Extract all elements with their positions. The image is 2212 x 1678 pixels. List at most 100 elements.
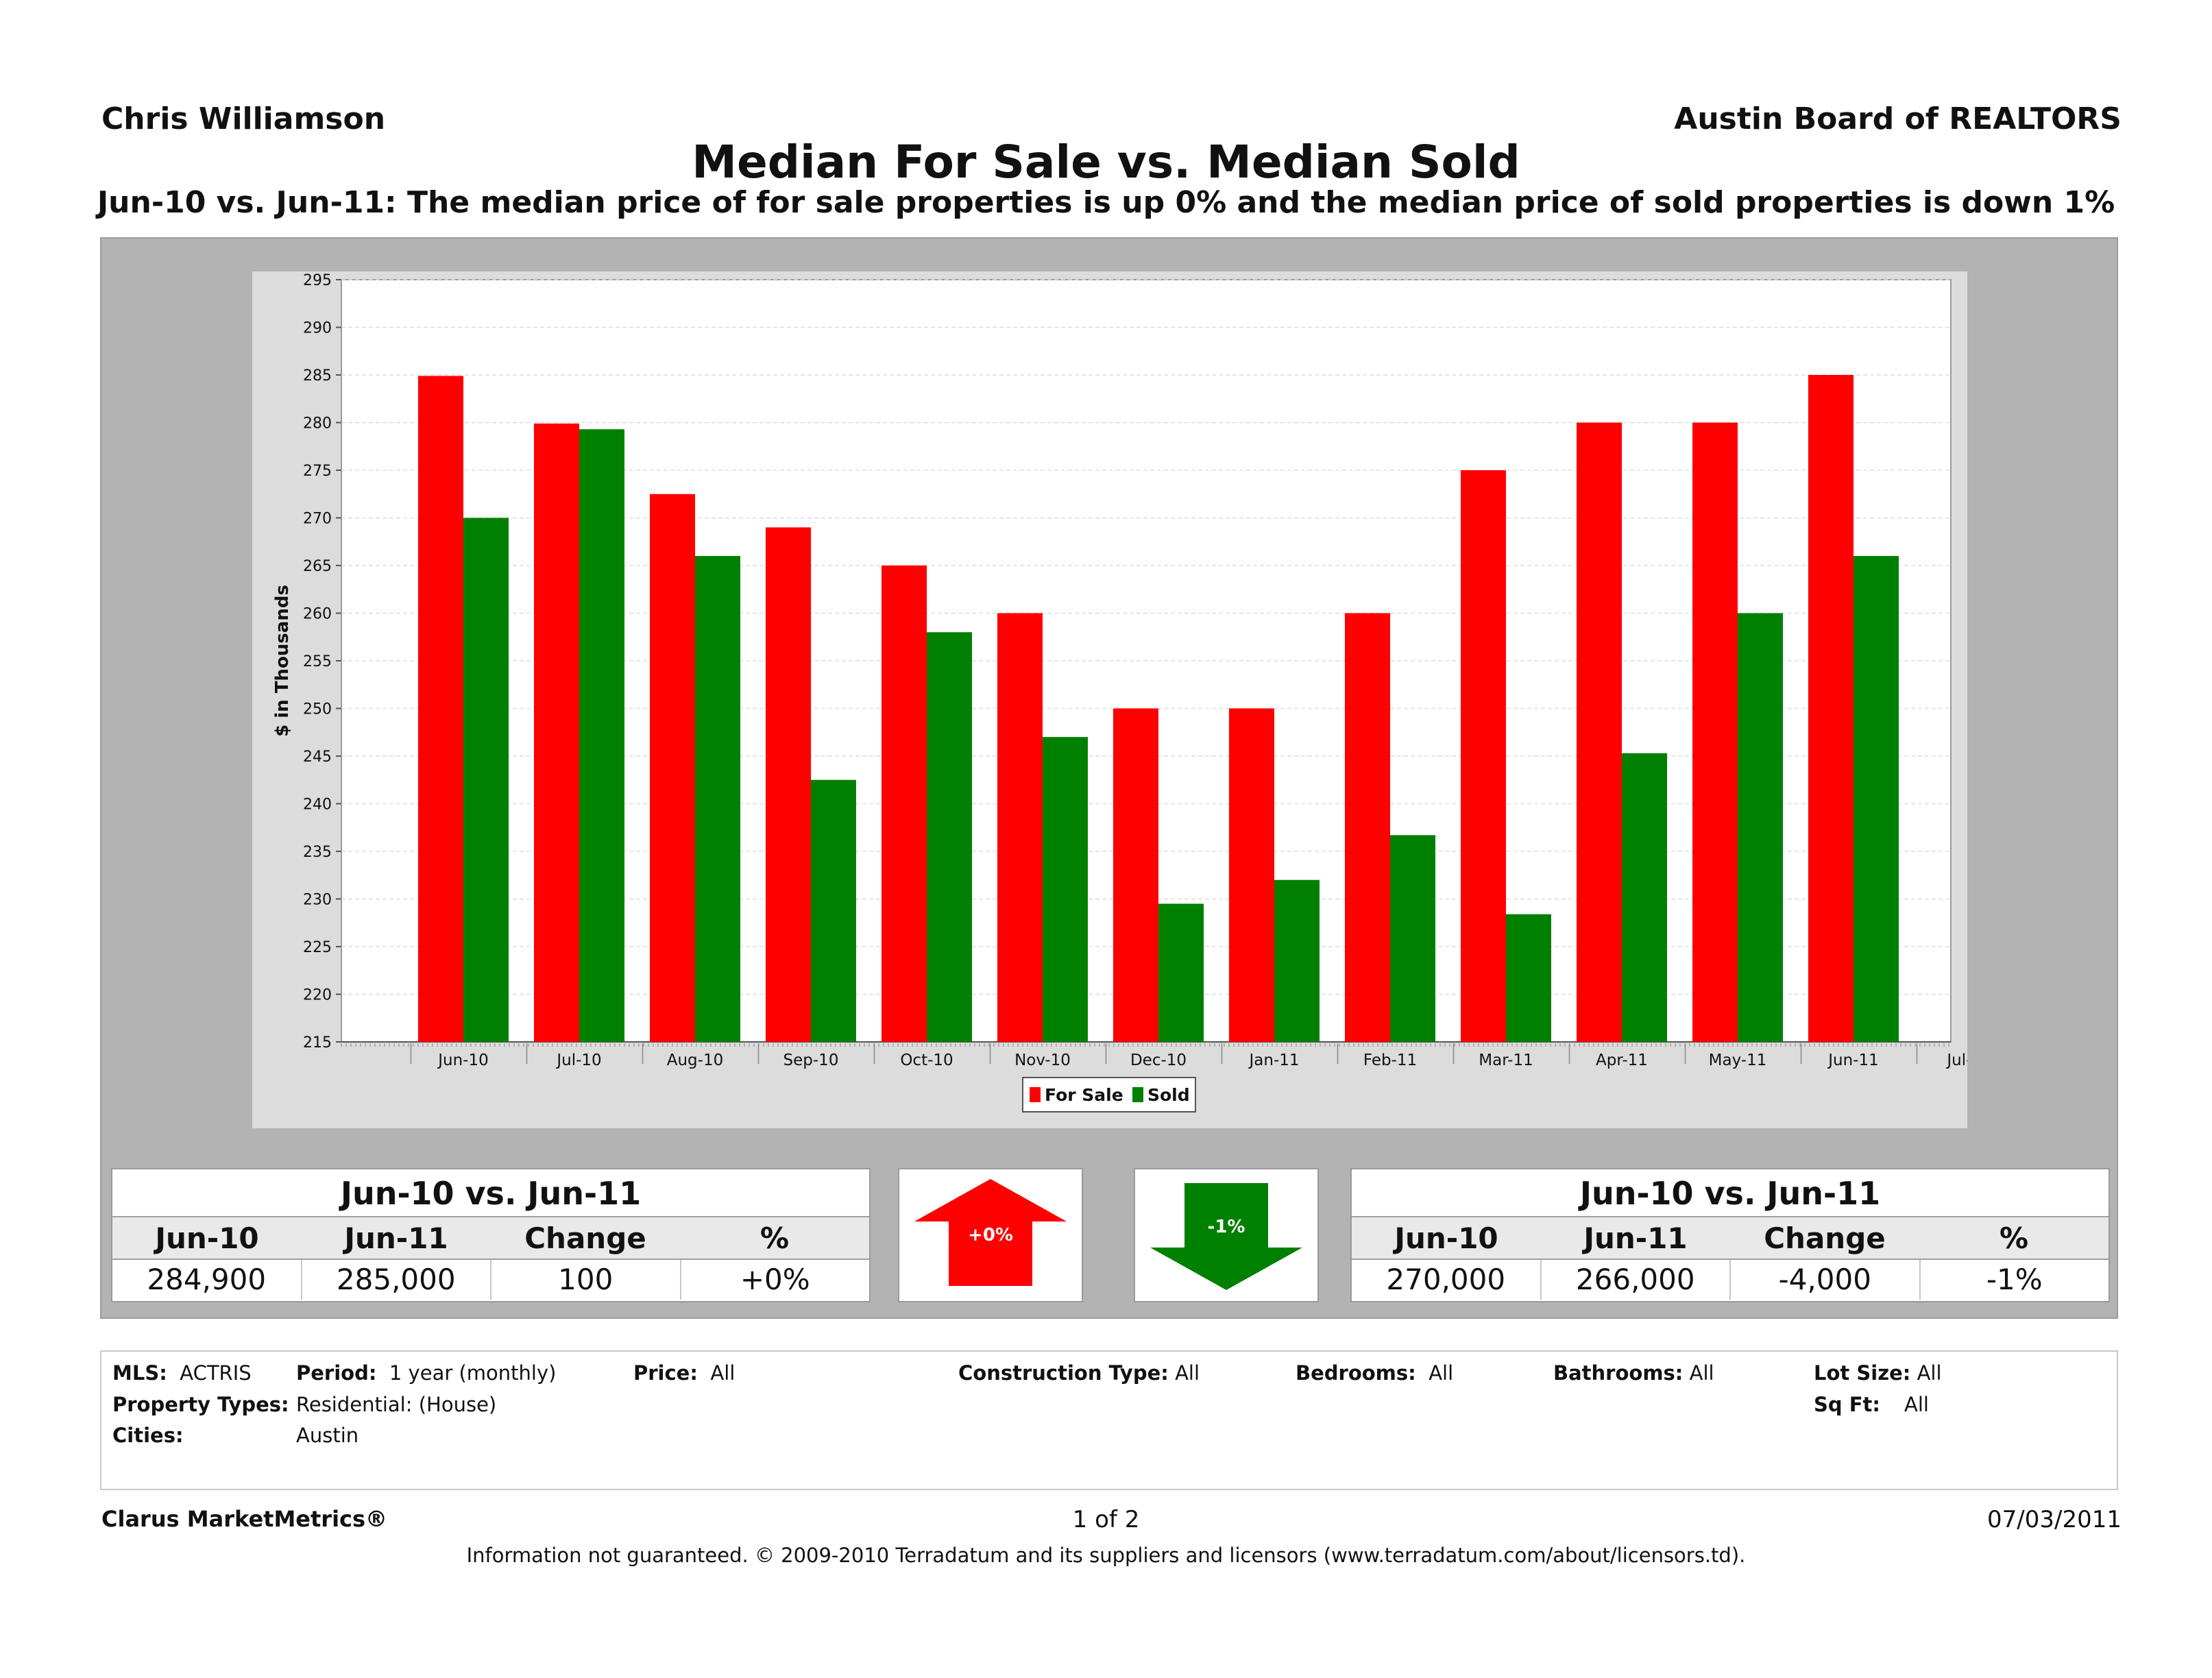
x-tick-label: Jul-11: [1945, 1051, 1967, 1069]
y-tick-label: 285: [303, 367, 332, 385]
property-types-value: Residential: (House): [296, 1393, 497, 1416]
sold-bar: [1274, 879, 1320, 1042]
for-sale-stats-table: Jun-10 vs. Jun-11 Jun-10 Jun-11 Change %…: [111, 1168, 871, 1302]
legend-label-for-sale: For Sale: [1045, 1085, 1123, 1105]
y-tick-label: 230: [303, 892, 332, 909]
sold-value: 266,000: [1542, 1260, 1731, 1300]
x-tick-label: Jul-10: [555, 1051, 601, 1069]
y-tick-label: 250: [303, 701, 332, 718]
sold-bar: [1854, 556, 1899, 1042]
y-tick-label: 275: [303, 463, 332, 480]
sold-col-header: %: [1999, 1221, 2029, 1255]
up-arrow-icon: [914, 1179, 1067, 1286]
sqft-value: All: [1904, 1393, 1929, 1416]
x-tick-label: Jun-10: [437, 1051, 489, 1069]
for-sale-bar: [534, 423, 579, 1042]
x-tick-label: Apr-11: [1596, 1051, 1648, 1069]
sold-stats-heading: Jun-10 vs. Jun-11: [1352, 1169, 2108, 1217]
for-sale-value: 285,000: [302, 1260, 491, 1300]
x-tick-label: May-11: [1709, 1051, 1767, 1069]
for-sale-bar: [1577, 422, 1622, 1042]
sold-value: -1%: [1986, 1263, 2043, 1296]
sold-indicator-label: -1%: [1208, 1217, 1245, 1237]
y-tick-label: 255: [303, 653, 332, 670]
for-sale-col-header: Jun-10: [155, 1221, 259, 1255]
legend-swatch-for-sale: [1030, 1087, 1041, 1102]
for-sale-bar: [882, 566, 927, 1042]
down-arrow-icon: [1150, 1183, 1302, 1290]
construction-label: Construction Type:: [958, 1361, 1169, 1385]
for-sale-value: 284,900: [112, 1260, 302, 1300]
sold-col-header: Jun-11: [1583, 1221, 1688, 1255]
for-sale-indicator-label: +0%: [968, 1225, 1013, 1245]
sold-col-header: Jun-10: [1394, 1221, 1498, 1255]
for-sale-stats-heading: Jun-10 vs. Jun-11: [112, 1169, 869, 1217]
x-tick-label: Sep-10: [783, 1051, 839, 1069]
sold-bar: [1158, 903, 1204, 1042]
mls-value: ACTRIS: [180, 1361, 252, 1385]
for-sale-bar: [997, 613, 1043, 1042]
for-sale-value: 100: [491, 1260, 681, 1300]
search-criteria: MLS: ACTRIS Period: 1 year (monthly) Pri…: [100, 1350, 2118, 1490]
period-label: Period:: [296, 1361, 377, 1385]
y-axis-label: $ in Thousands: [272, 585, 293, 737]
legend-swatch-sold: [1132, 1087, 1143, 1102]
for-sale-bar: [1808, 375, 1854, 1042]
x-tick-label: Feb-11: [1363, 1051, 1417, 1069]
x-tick-label: Dec-10: [1130, 1051, 1187, 1069]
for-sale-bar: [1229, 708, 1274, 1042]
agent-name: Chris Williamson: [101, 101, 386, 136]
lot-size-value: All: [1917, 1361, 1942, 1385]
sold-bar: [695, 556, 740, 1042]
for-sale-col-header: %: [759, 1221, 790, 1255]
construction-value: All: [1175, 1361, 1200, 1385]
y-tick-label: 295: [303, 272, 332, 289]
sold-indicator: -1%: [1134, 1168, 1319, 1302]
for-sale-bar: [766, 527, 811, 1042]
bedrooms-label: Bedrooms:: [1296, 1361, 1416, 1385]
x-tick-label: Nov-10: [1014, 1051, 1071, 1069]
y-tick-label: 225: [303, 939, 332, 956]
y-tick-label: 240: [303, 797, 332, 814]
sqft-label: Sq Ft:: [1814, 1393, 1881, 1416]
y-tick-label: 265: [303, 558, 332, 575]
sold-bar: [1622, 753, 1667, 1042]
for-sale-bar: [418, 376, 463, 1042]
y-tick-label: 220: [303, 987, 332, 1004]
y-tick-label: 270: [303, 511, 332, 528]
board-name: Austin Board of REALTORS: [1674, 101, 2122, 136]
bar-chart: 295 290 285 280 275 270 265 260 255 250 245 240 235 2…: [272, 272, 1967, 1112]
cities-value: Austin: [296, 1424, 359, 1447]
for-sale-bar: [1692, 422, 1738, 1042]
bathrooms-value: All: [1689, 1361, 1714, 1385]
report-title: Median For Sale vs. Median Sold: [692, 136, 1520, 189]
sold-bar: [579, 429, 624, 1042]
sold-bar: [811, 779, 856, 1042]
x-tick-label: Jan-11: [1248, 1051, 1299, 1069]
for-sale-indicator: +0%: [898, 1168, 1083, 1302]
y-tick-label: 245: [303, 749, 332, 766]
sold-bar: [927, 632, 972, 1042]
y-tick-label: 290: [303, 320, 332, 337]
sold-bar: [463, 518, 509, 1042]
report-date: 07/03/2011: [1987, 1506, 2122, 1533]
x-tick-label: Aug-10: [667, 1051, 723, 1069]
price-label: Price:: [633, 1361, 698, 1385]
y-tick-label: 215: [303, 1034, 332, 1051]
property-types-label: Property Types:: [112, 1393, 289, 1416]
sold-col-header: Change: [1764, 1221, 1886, 1255]
sold-value: 270,000: [1352, 1260, 1542, 1300]
sold-value: -4,000: [1731, 1260, 1921, 1300]
for-sale-col-header: Jun-11: [344, 1221, 448, 1255]
period-value: 1 year (monthly): [389, 1361, 557, 1385]
for-sale-bar: [1461, 470, 1506, 1042]
sold-bar: [1738, 613, 1783, 1042]
brand-name: Clarus MarketMetrics®: [101, 1506, 388, 1532]
for-sale-bar: [650, 494, 695, 1042]
lot-size-label: Lot Size:: [1814, 1361, 1911, 1385]
x-tick-label: Oct-10: [900, 1051, 953, 1069]
disclaimer: Information not guaranteed. © 2009-2010 …: [466, 1544, 1746, 1567]
for-sale-bar: [1345, 613, 1390, 1042]
price-value: All: [710, 1361, 736, 1385]
legend-label-sold: Sold: [1147, 1085, 1190, 1105]
